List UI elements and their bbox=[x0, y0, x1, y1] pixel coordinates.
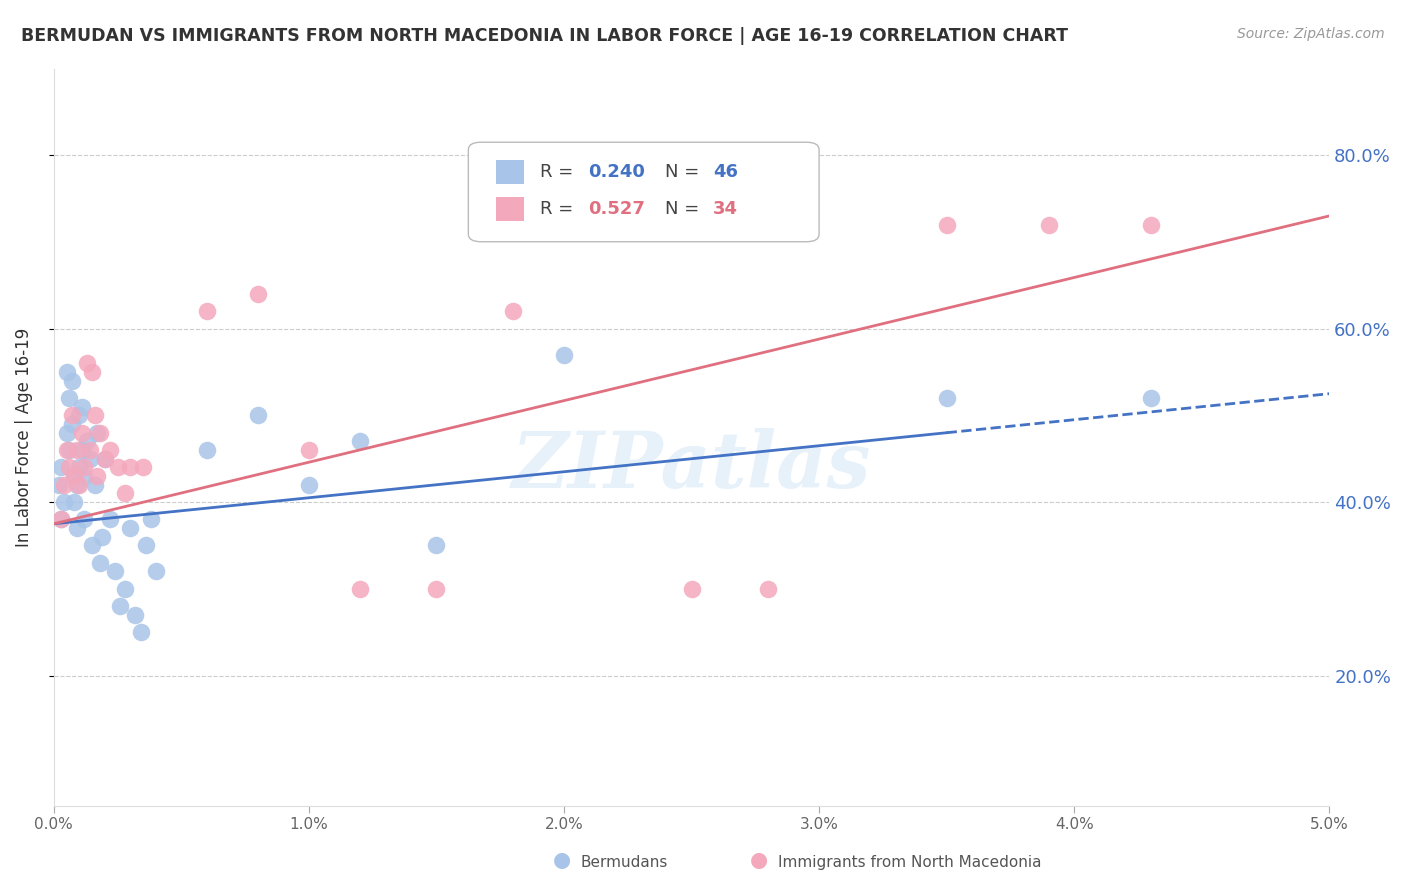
Point bbox=[1139, 391, 1161, 405]
Point bbox=[603, 209, 626, 223]
Point bbox=[114, 582, 136, 596]
Point bbox=[425, 538, 447, 552]
Point bbox=[502, 304, 524, 318]
Point bbox=[139, 512, 162, 526]
Point bbox=[108, 599, 131, 614]
Text: 0.527: 0.527 bbox=[588, 200, 645, 218]
Point bbox=[756, 582, 779, 596]
Text: ●: ● bbox=[751, 850, 768, 870]
Point bbox=[70, 425, 93, 440]
Point bbox=[83, 477, 105, 491]
Point bbox=[76, 434, 98, 449]
Text: Bermudans: Bermudans bbox=[581, 855, 668, 870]
Point bbox=[298, 477, 321, 491]
Point bbox=[145, 565, 167, 579]
Point bbox=[51, 512, 73, 526]
Point bbox=[51, 512, 73, 526]
Point bbox=[58, 460, 80, 475]
Point bbox=[53, 477, 76, 491]
FancyBboxPatch shape bbox=[496, 197, 524, 221]
Text: ZIPatlas: ZIPatlas bbox=[512, 428, 872, 505]
Text: Source: ZipAtlas.com: Source: ZipAtlas.com bbox=[1237, 27, 1385, 41]
Point bbox=[89, 556, 111, 570]
Point bbox=[63, 469, 86, 483]
Point bbox=[98, 512, 121, 526]
Point bbox=[349, 582, 371, 596]
Point bbox=[60, 409, 83, 423]
Point bbox=[94, 451, 117, 466]
FancyBboxPatch shape bbox=[496, 160, 524, 185]
Point bbox=[89, 425, 111, 440]
Point bbox=[120, 460, 142, 475]
Point bbox=[1139, 218, 1161, 232]
Point bbox=[120, 521, 142, 535]
Point bbox=[246, 409, 269, 423]
Point bbox=[91, 530, 114, 544]
Text: 0.240: 0.240 bbox=[588, 163, 645, 181]
Point bbox=[79, 443, 101, 458]
Point bbox=[66, 521, 89, 535]
Point bbox=[73, 512, 96, 526]
Point bbox=[246, 287, 269, 301]
Point bbox=[70, 443, 93, 458]
Y-axis label: In Labor Force | Age 16-19: In Labor Force | Age 16-19 bbox=[15, 327, 32, 547]
Point bbox=[98, 443, 121, 458]
Point bbox=[66, 477, 89, 491]
Point bbox=[107, 460, 129, 475]
Point bbox=[553, 348, 575, 362]
Point bbox=[86, 425, 108, 440]
Text: 46: 46 bbox=[713, 163, 738, 181]
Point bbox=[55, 365, 77, 379]
Point bbox=[63, 495, 86, 509]
Point bbox=[73, 469, 96, 483]
Text: N =: N = bbox=[665, 163, 704, 181]
Point bbox=[82, 365, 104, 379]
Point bbox=[53, 495, 76, 509]
Point bbox=[124, 607, 146, 622]
Point bbox=[66, 443, 89, 458]
Point bbox=[76, 356, 98, 370]
Point bbox=[135, 538, 157, 552]
Point bbox=[86, 469, 108, 483]
Point bbox=[70, 400, 93, 414]
Point bbox=[298, 443, 321, 458]
Text: ●: ● bbox=[554, 850, 571, 870]
Text: R =: R = bbox=[540, 163, 579, 181]
Point bbox=[60, 374, 83, 388]
Point bbox=[67, 460, 90, 475]
Point bbox=[58, 443, 80, 458]
Text: Immigrants from North Macedonia: Immigrants from North Macedonia bbox=[778, 855, 1040, 870]
Point bbox=[129, 625, 152, 640]
Point bbox=[1038, 218, 1060, 232]
Point bbox=[63, 469, 86, 483]
Point bbox=[67, 409, 90, 423]
Point bbox=[195, 443, 218, 458]
Point bbox=[681, 582, 703, 596]
Point bbox=[60, 417, 83, 431]
Point bbox=[104, 565, 127, 579]
Point bbox=[935, 218, 957, 232]
Text: R =: R = bbox=[540, 200, 579, 218]
Point bbox=[83, 409, 105, 423]
Point bbox=[195, 304, 218, 318]
Text: N =: N = bbox=[665, 200, 704, 218]
Point bbox=[79, 451, 101, 466]
FancyBboxPatch shape bbox=[468, 142, 820, 242]
Point bbox=[94, 451, 117, 466]
Point bbox=[349, 434, 371, 449]
Point bbox=[55, 443, 77, 458]
Point bbox=[132, 460, 155, 475]
Point bbox=[48, 477, 70, 491]
Text: BERMUDAN VS IMMIGRANTS FROM NORTH MACEDONIA IN LABOR FORCE | AGE 16-19 CORRELATI: BERMUDAN VS IMMIGRANTS FROM NORTH MACEDO… bbox=[21, 27, 1069, 45]
Point bbox=[425, 582, 447, 596]
Point bbox=[58, 391, 80, 405]
Point bbox=[114, 486, 136, 500]
Text: 34: 34 bbox=[713, 200, 738, 218]
Point bbox=[51, 460, 73, 475]
Point bbox=[82, 538, 104, 552]
Point bbox=[935, 391, 957, 405]
Point bbox=[73, 460, 96, 475]
Point bbox=[67, 477, 90, 491]
Point bbox=[55, 425, 77, 440]
